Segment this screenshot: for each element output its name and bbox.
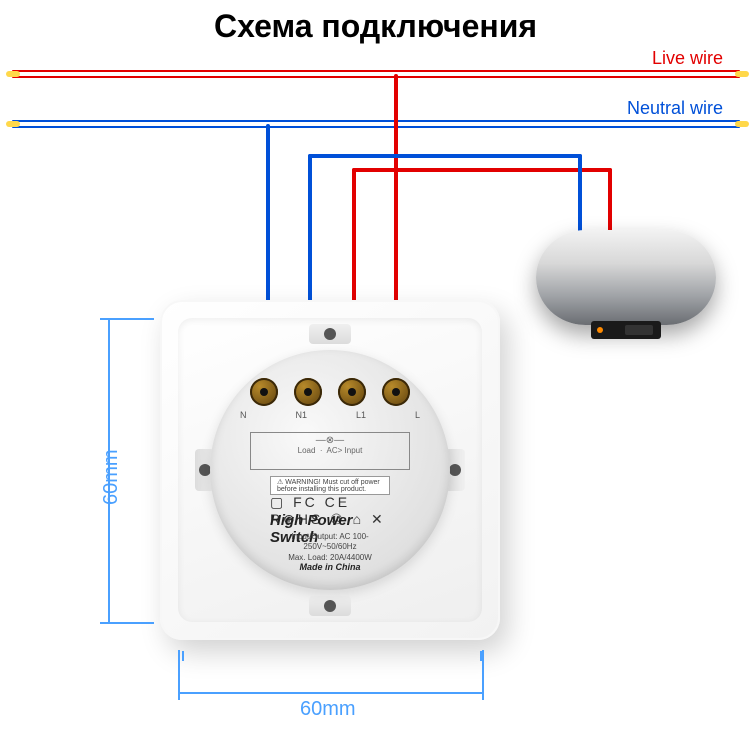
rail-tip [6, 71, 20, 77]
dimension-guide-bottom [178, 692, 482, 694]
rail-tip [735, 121, 749, 127]
terminal-n [250, 378, 278, 406]
mount-tab [309, 596, 351, 616]
neutral-wire-label: Neutral wire [627, 98, 723, 119]
dim-tick [178, 650, 180, 700]
terminal-label: L [415, 410, 420, 420]
live-wire-label: Live wire [652, 48, 723, 69]
wire-neutral-out-h [308, 154, 582, 158]
switch-module: N N1 L1 L —⊗— Load · AC> Input ⚠ WARNING… [210, 350, 450, 590]
live-wire-rail [12, 70, 740, 78]
warning-msg: WARNING! Must cut off power before insta… [277, 479, 380, 493]
diagram-title: Схема подключения [214, 8, 537, 45]
warning-text: ⚠ WARNING! Must cut off power before ins… [270, 476, 390, 495]
switch-plate: N N1 L1 L —⊗— Load · AC> Input ⚠ WARNING… [160, 300, 500, 640]
schema-ac-label: AC> Input [327, 446, 363, 455]
terminal-label: L1 [356, 410, 366, 420]
schema-load-label: Load [298, 446, 316, 455]
dimension-width-label: 60mm [300, 698, 356, 721]
load-water-heater [536, 230, 716, 335]
dim-tick [100, 622, 154, 624]
spec-line: Input/Output: AC 100-250V~50/60Hz [270, 532, 390, 553]
dim-bracket [182, 651, 184, 661]
terminal-label: N [240, 410, 247, 420]
heater-panel [591, 321, 661, 339]
neutral-wire-rail [12, 120, 740, 128]
rail-tip [6, 121, 20, 127]
rail-tip [735, 71, 749, 77]
terminal-n1 [294, 378, 322, 406]
terminal-row [250, 378, 410, 406]
terminal-l [382, 378, 410, 406]
terminal-labels: N N1 L1 L [240, 410, 420, 420]
module-internal-schema: —⊗— Load · AC> Input [250, 432, 410, 470]
dim-tick [100, 318, 154, 320]
module-spec: Input/Output: AC 100-250V~50/60Hz Max. L… [270, 532, 390, 563]
load-symbol: —⊗— [316, 435, 344, 446]
made-in-label: Made in China [299, 562, 360, 572]
dim-tick [482, 650, 484, 700]
mount-tab [309, 324, 351, 344]
plate-inner: N N1 L1 L —⊗— Load · AC> Input ⚠ WARNING… [178, 318, 482, 622]
dimension-height-label: 60mm [100, 449, 123, 505]
terminal-label: N1 [295, 410, 307, 420]
wire-live-out-h [352, 168, 612, 172]
terminal-l1 [338, 378, 366, 406]
